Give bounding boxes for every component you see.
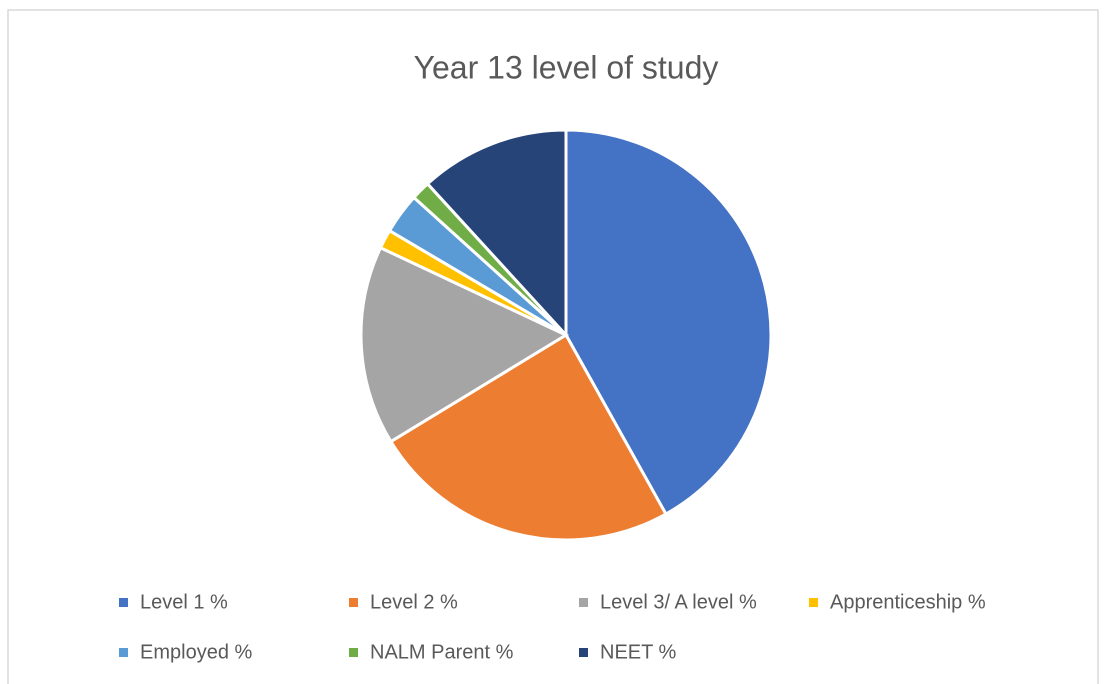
legend-label: Employed % — [140, 641, 252, 663]
legend-marker — [119, 648, 128, 657]
pie-slice — [425, 128, 568, 339]
pie-slice — [359, 245, 570, 444]
legend-label: Level 3/ A level % — [600, 591, 757, 613]
legend-label: Apprenticeship % — [830, 591, 986, 613]
legend-label: Level 2 % — [370, 591, 458, 613]
chart-title: Year 13 level of study — [414, 49, 719, 85]
legend-marker — [349, 598, 358, 607]
legend-marker — [809, 598, 818, 607]
legend-marker — [349, 648, 358, 657]
legend-label: NALM Parent % — [370, 641, 514, 663]
legend-label: NEET % — [600, 641, 677, 663]
legend-marker — [579, 598, 588, 607]
pie-slice — [564, 128, 773, 517]
legend-marker — [119, 598, 128, 607]
pie-slice — [388, 332, 668, 542]
legend-marker — [579, 648, 588, 657]
legend-label: Level 1 % — [140, 591, 228, 613]
